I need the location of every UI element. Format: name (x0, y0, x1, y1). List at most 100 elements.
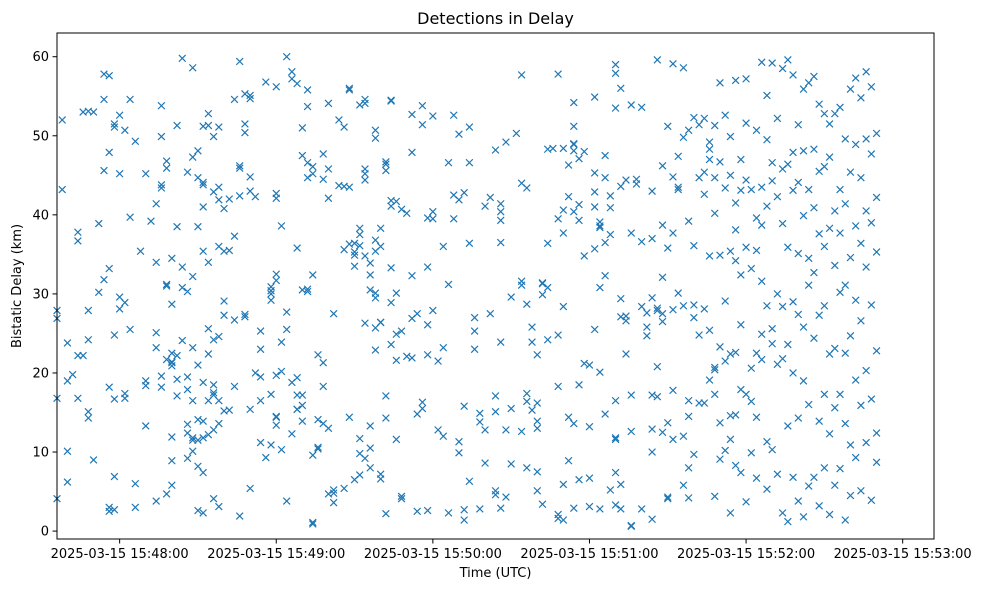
detection-point (559, 480, 568, 489)
detection-point (658, 309, 667, 318)
detection-point (303, 158, 312, 167)
detection-point (173, 222, 181, 231)
detection-point (282, 308, 291, 316)
detection-point (569, 419, 578, 428)
detection-point (444, 280, 453, 289)
detection-point (554, 382, 562, 391)
detection-point (716, 343, 724, 351)
detection-point (773, 114, 782, 123)
detection-point (105, 264, 114, 273)
detection-point (371, 236, 380, 244)
detection-point (308, 451, 317, 460)
detection-point (705, 138, 714, 146)
detection-point (387, 298, 395, 307)
detection-point (757, 330, 766, 339)
detection-point (397, 494, 406, 503)
detection-point (204, 121, 213, 130)
detection-point (188, 272, 197, 281)
detection-point (303, 86, 312, 94)
detection-point (799, 85, 808, 93)
detection-point (611, 104, 620, 112)
detection-point (256, 327, 265, 335)
detection-point (204, 258, 213, 267)
detection-point (590, 245, 599, 253)
detection-point (345, 84, 354, 93)
detection-point (669, 229, 677, 237)
detection-point (862, 135, 870, 143)
detection-point (674, 183, 683, 191)
detection-point (778, 302, 787, 311)
detection-point (653, 362, 662, 371)
detection-point (361, 99, 369, 108)
detection-point (371, 346, 380, 354)
detection-point (737, 271, 745, 279)
detection-point (564, 192, 573, 201)
detection-point (773, 192, 782, 201)
detection-point (747, 397, 756, 406)
detection-point (784, 517, 792, 526)
detection-point (543, 239, 552, 248)
detection-point (575, 216, 583, 225)
detection-point (366, 259, 375, 267)
detection-point (256, 396, 265, 405)
detection-point (763, 485, 771, 494)
detection-point (778, 509, 787, 517)
detection-point (215, 396, 223, 405)
detection-point (314, 443, 322, 452)
detection-point (810, 268, 818, 277)
detection-point (554, 214, 562, 223)
detection-point (846, 168, 855, 176)
detection-point (230, 95, 239, 104)
detection-point (324, 99, 333, 108)
detection-point (366, 464, 375, 472)
detection-point (282, 52, 291, 61)
detection-point (768, 177, 776, 185)
detection-point (528, 406, 536, 414)
detection-point (491, 392, 500, 400)
detection-point (173, 351, 181, 360)
detection-point (460, 516, 469, 524)
detection-point (496, 504, 505, 512)
detection-point (340, 123, 348, 131)
detection-point (658, 317, 667, 326)
detection-point (63, 377, 72, 385)
detection-point (862, 366, 870, 375)
detection-point (215, 123, 223, 131)
detection-point (246, 173, 254, 181)
detection-point (230, 316, 239, 324)
detection-point (141, 169, 150, 178)
detection-point (308, 518, 317, 527)
detection-point (84, 414, 93, 422)
detection-point (152, 497, 161, 505)
detection-point (559, 206, 568, 214)
detection-point (194, 361, 202, 369)
detection-point (350, 251, 359, 259)
detection-point (345, 413, 354, 422)
detection-point (355, 230, 364, 239)
detection-point (716, 251, 724, 259)
detection-point (616, 505, 625, 513)
detection-point (778, 64, 787, 73)
detection-point (329, 309, 338, 318)
detection-point (789, 369, 797, 377)
detection-point (820, 242, 829, 251)
detection-point (460, 505, 469, 514)
detection-point (705, 145, 714, 154)
detection-point (199, 247, 207, 256)
detection-point (199, 433, 207, 442)
detection-point (747, 448, 756, 457)
detection-point (799, 323, 808, 331)
detection-point (507, 293, 515, 301)
detection-point (763, 202, 771, 210)
detection-point (752, 474, 761, 482)
detection-point (324, 424, 333, 433)
detection-point (653, 56, 662, 64)
detection-point (496, 207, 505, 216)
detection-point (794, 178, 803, 187)
detection-point (721, 297, 730, 305)
detection-point (836, 390, 844, 399)
detection-point (100, 70, 108, 78)
detection-point (162, 157, 171, 165)
detection-point (194, 222, 202, 231)
detection-point (815, 311, 823, 320)
